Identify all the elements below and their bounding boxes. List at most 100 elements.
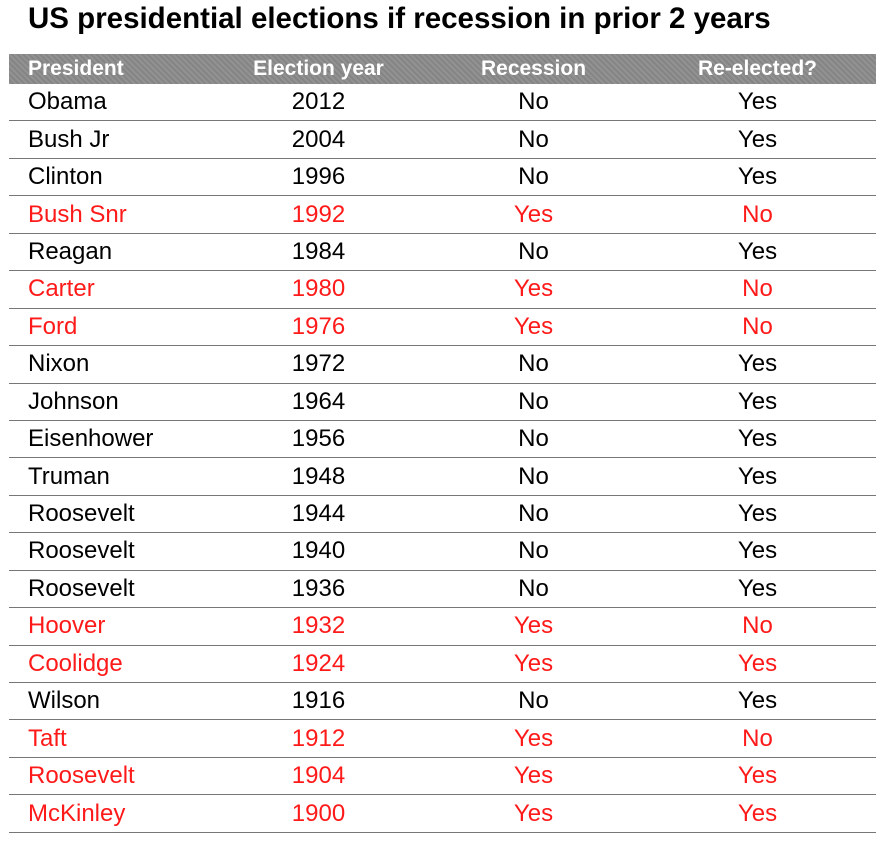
- table-row: Nixon 1972 No Yes: [9, 346, 876, 384]
- cell-reelected: Yes: [737, 88, 778, 116]
- table-row: Truman 1948 No Yes: [9, 458, 876, 496]
- elections-table: President Election year Recession Re-ele…: [9, 54, 876, 833]
- cell-election-year: 1996: [291, 163, 346, 191]
- cell-president: McKinley: [28, 799, 126, 827]
- cell-election-year: 1912: [291, 724, 346, 752]
- cell-recession: Yes: [513, 724, 554, 752]
- cell-reelected: No: [742, 312, 773, 340]
- table-body: Obama 2012 No Yes Bush Jr 2004 No Yes Clinton 199…: [9, 84, 876, 833]
- table-row: Taft 1912 Yes No: [9, 720, 876, 758]
- table-row: Ford 1976 Yes No: [9, 309, 876, 347]
- cell-reelected: Yes: [737, 425, 778, 453]
- cell-election-year: 1932: [291, 612, 346, 640]
- cell-election-year: 1964: [291, 387, 346, 415]
- cell-president: Ford: [28, 312, 78, 340]
- cell-president: Taft: [28, 724, 67, 752]
- header-president: President: [28, 57, 124, 80]
- cell-recession: No: [518, 687, 549, 715]
- cell-election-year: 1900: [291, 799, 346, 827]
- cell-election-year: 1936: [291, 574, 346, 602]
- cell-recession: Yes: [513, 312, 554, 340]
- page-title: US presidential elections if recession i…: [28, 2, 771, 35]
- cell-president: Nixon: [28, 350, 90, 378]
- cell-election-year: 1956: [291, 425, 346, 453]
- cell-president: Roosevelt: [28, 537, 135, 565]
- table-row: Coolidge 1924 Yes Yes: [9, 646, 876, 683]
- cell-reelected: Yes: [737, 574, 778, 602]
- cell-president: Clinton: [28, 163, 103, 191]
- cell-reelected: Yes: [737, 125, 778, 153]
- cell-reelected: Yes: [737, 537, 778, 565]
- cell-president: Obama: [28, 88, 107, 116]
- cell-president: Eisenhower: [28, 425, 154, 453]
- cell-election-year: 1944: [291, 500, 346, 528]
- cell-recession: No: [518, 125, 549, 153]
- cell-election-year: 2012: [291, 88, 346, 116]
- cell-president: Bush Jr: [28, 125, 110, 153]
- cell-reelected: Yes: [737, 500, 778, 528]
- header-recession: Recession: [480, 57, 587, 80]
- table-header-row: President Election year Recession Re-ele…: [9, 54, 876, 84]
- cell-president: Johnson: [28, 387, 119, 415]
- cell-reelected: Yes: [737, 387, 778, 415]
- cell-president: Hoover: [28, 612, 106, 640]
- table-row: Bush Snr 1992 Yes No: [9, 196, 876, 234]
- cell-reelected: Yes: [737, 350, 778, 378]
- cell-recession: No: [518, 350, 549, 378]
- header-election-year: Election year: [253, 57, 384, 80]
- cell-reelected: No: [742, 200, 773, 228]
- cell-recession: No: [518, 387, 549, 415]
- cell-reelected: No: [742, 612, 773, 640]
- cell-election-year: 1984: [291, 237, 346, 265]
- table-row: Clinton 1996 No Yes: [9, 159, 876, 197]
- cell-president: Coolidge: [28, 649, 123, 677]
- cell-reelected: Yes: [737, 462, 778, 490]
- header-reelected: Re-elected?: [697, 57, 818, 80]
- cell-reelected: No: [742, 724, 773, 752]
- table-row: Roosevelt 1904 Yes Yes: [9, 758, 876, 796]
- table-row: Carter 1980 Yes No: [9, 271, 876, 309]
- cell-president: Truman: [28, 462, 110, 490]
- cell-election-year: 1980: [291, 275, 346, 303]
- cell-reelected: Yes: [737, 237, 778, 265]
- cell-recession: No: [518, 88, 549, 116]
- cell-recession: Yes: [513, 799, 554, 827]
- cell-president: Roosevelt: [28, 762, 135, 790]
- cell-president: Bush Snr: [28, 200, 127, 228]
- cell-president: Wilson: [28, 687, 101, 715]
- cell-president: Roosevelt: [28, 574, 135, 602]
- cell-recession: No: [518, 500, 549, 528]
- cell-reelected: Yes: [737, 649, 778, 677]
- cell-recession: No: [518, 462, 549, 490]
- table-row: McKinley 1900 Yes Yes: [9, 795, 876, 833]
- cell-recession: No: [518, 237, 549, 265]
- cell-reelected: Yes: [737, 799, 778, 827]
- table-row: Roosevelt 1944 No Yes: [9, 496, 876, 534]
- cell-president: Carter: [28, 275, 95, 303]
- table-row: Eisenhower 1956 No Yes: [9, 421, 876, 459]
- cell-election-year: 1948: [291, 462, 346, 490]
- cell-recession: No: [518, 425, 549, 453]
- cell-president: Roosevelt: [28, 500, 135, 528]
- cell-reelected: No: [742, 275, 773, 303]
- cell-election-year: 1916: [291, 687, 346, 715]
- table-row: Reagan 1984 No Yes: [9, 234, 876, 272]
- cell-election-year: 1940: [291, 537, 346, 565]
- cell-reelected: Yes: [737, 762, 778, 790]
- cell-election-year: 1972: [291, 350, 346, 378]
- cell-recession: No: [518, 163, 549, 191]
- cell-recession: Yes: [513, 612, 554, 640]
- cell-reelected: Yes: [737, 687, 778, 715]
- cell-reelected: Yes: [737, 163, 778, 191]
- cell-election-year: 1924: [291, 649, 346, 677]
- cell-recession: No: [518, 537, 549, 565]
- cell-election-year: 2004: [291, 125, 346, 153]
- table-row: Roosevelt 1940 No Yes: [9, 533, 876, 571]
- cell-recession: Yes: [513, 649, 554, 677]
- cell-election-year: 1976: [291, 312, 346, 340]
- table-row: Johnson 1964 No Yes: [9, 384, 876, 421]
- cell-election-year: 1992: [291, 200, 346, 228]
- cell-recession: Yes: [513, 200, 554, 228]
- cell-president: Reagan: [28, 237, 113, 265]
